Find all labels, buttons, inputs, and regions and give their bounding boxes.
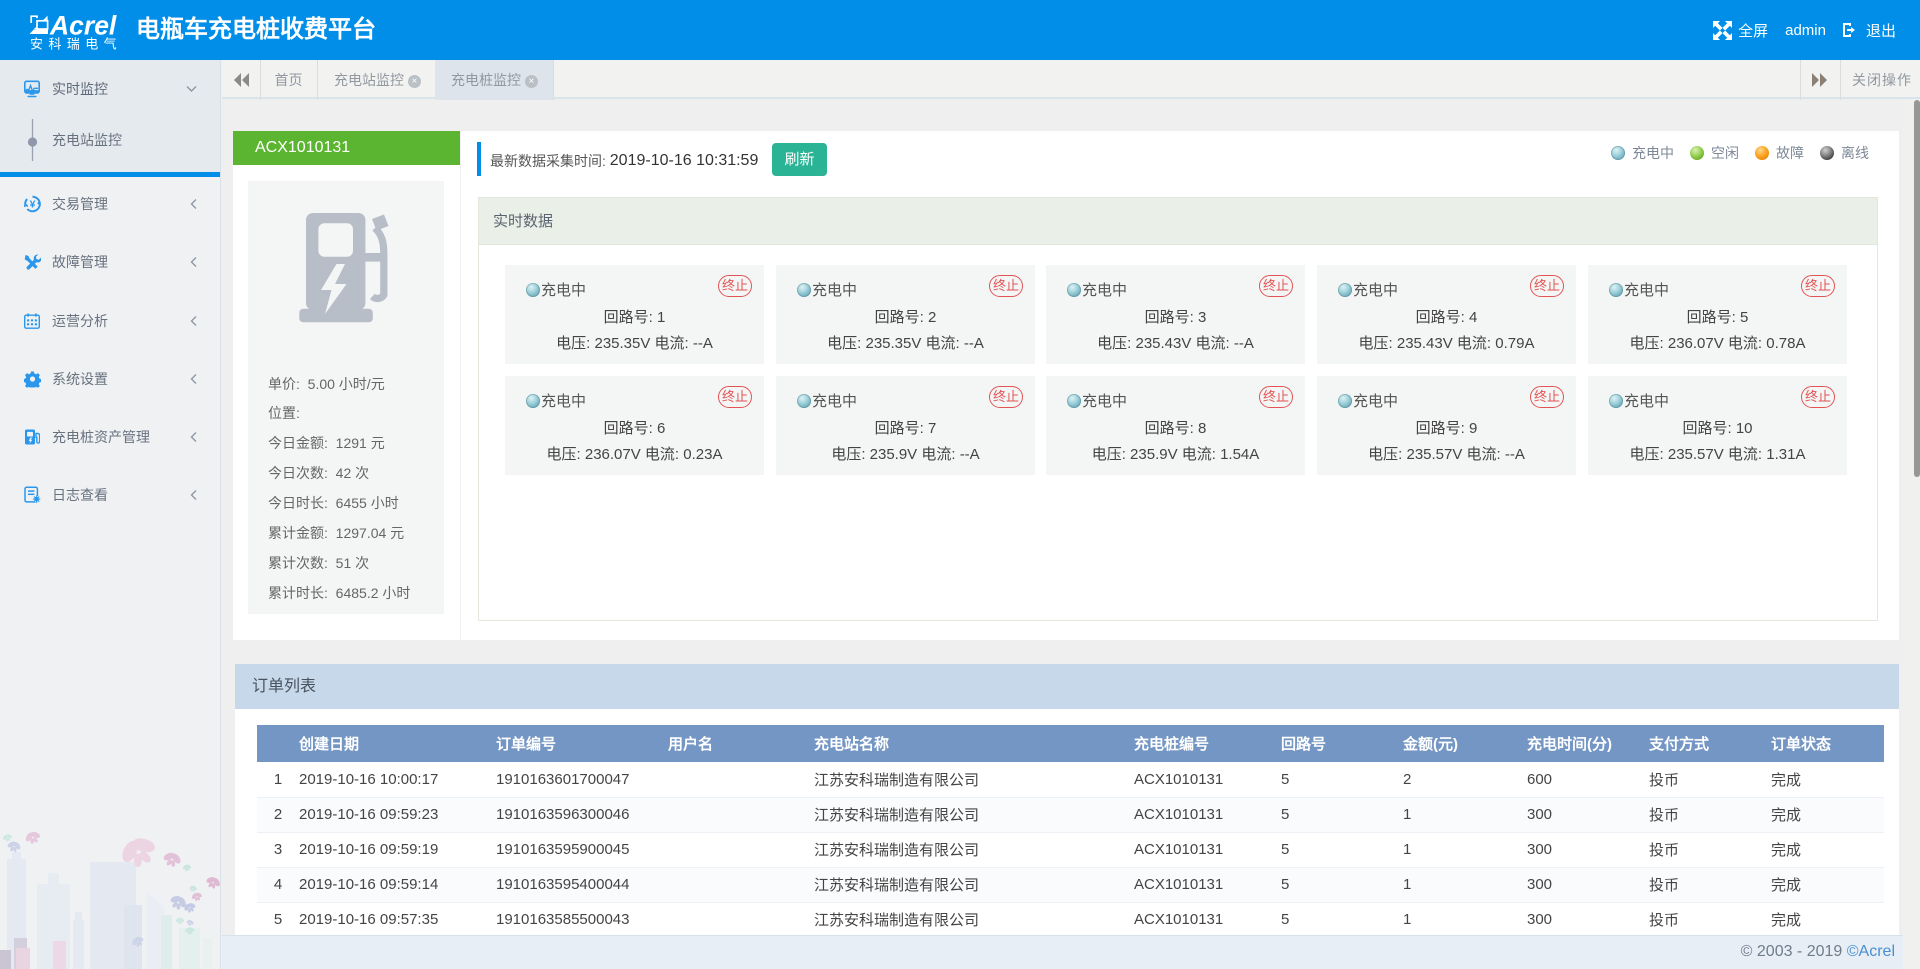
svg-text:安科瑞电气: 安科瑞电气 [30,37,122,52]
svg-text:¥: ¥ [30,199,36,211]
svg-text:Acrel: Acrel [49,12,117,41]
